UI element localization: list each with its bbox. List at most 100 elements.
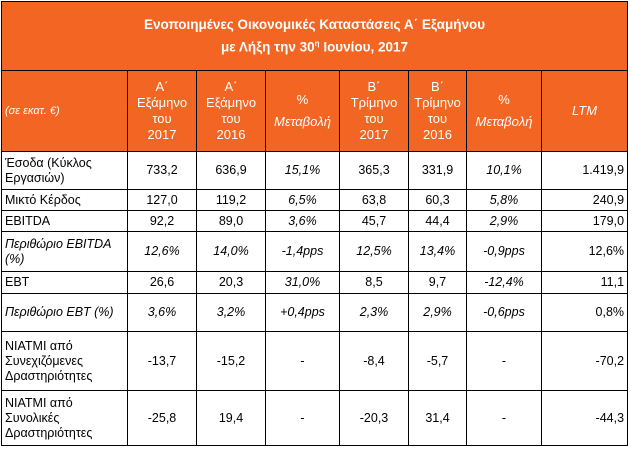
cell-value: 365,3 [339,151,409,190]
col-header-h1-2017: Α΄ Εξάμηνο του 2017 [127,70,197,152]
table-row: EBITDA 92,2 89,0 3,6% 45,7 44,4 2,9% 179… [1,210,628,232]
cell-value: 12,6% [540,231,628,272]
cell-value: -70,2 [540,331,628,391]
cell-value: 13,4% [408,231,467,272]
cell-value: 15,1% [265,151,340,190]
cell-value: -1,4pps [265,231,340,272]
units-label: (σε εκατ. €) [1,70,128,152]
col-header-line: του [427,111,448,126]
cell-value: 11,1 [540,271,628,294]
cell-value: -0,9pps [466,231,542,272]
cell-value: 44,4 [408,210,467,232]
cell-value: 2,9% [408,293,467,332]
col-header-line: Τρίμηνο [414,95,461,110]
col-header-line: % [498,92,510,107]
col-header-q2-2017: Β΄ Τρίμηνο του 2017 [339,70,409,152]
col-header-line: 2017 [359,127,389,142]
col-header-line: του [221,111,241,126]
col-header-line: 2017 [147,127,177,142]
cell-value: 10,1% [466,151,542,190]
col-header-line: Εξάμηνο [136,95,188,110]
cell-value: 3,6% [127,293,197,332]
col-header-line: 2016 [216,127,246,142]
title-line-1: Ενοποιημένες Οικονομικές Καταστάσεις Α΄ … [143,17,486,33]
row-label: EBT [1,271,128,294]
cell-value: 331,9 [408,151,467,190]
cell-value: +0,4pps [265,293,340,332]
cell-value: 179,0 [540,210,628,232]
row-label: Περιθώριο EBITDA (%) [1,231,128,272]
cell-value: 26,6 [127,271,197,294]
row-label: Μικτό Κέρδος [1,189,128,211]
table-title-row: Ενοποιημένες Οικονομικές Καταστάσεις Α΄ … [0,1,628,71]
cell-value: -13,7 [127,331,197,391]
title-superscript: η [314,39,320,49]
table-row: Έσοδα (Κύκλος Εργασιών) 733,2 636,9 15,1… [1,151,628,190]
cell-value: 12,6% [127,231,197,272]
title-line-2-pre: με Λήξη την 30 [220,39,315,55]
cell-value: 63,8 [339,189,409,211]
col-header-ltm: LTM [540,70,628,152]
col-header-q2-change: % Μεταβολή [466,70,542,152]
cell-value: 2,9% [466,210,542,232]
column-header-row: (σε εκατ. €) Α΄ Εξάμηνο του 2017 Α΄ Εξάμ… [1,70,628,152]
cell-value: 3,2% [196,293,266,332]
col-header-line: Εξάμηνο [205,95,257,110]
cell-value: 5,8% [466,189,542,211]
cell-value: - [265,390,340,446]
col-header-line: του [152,111,172,126]
cell-value: 2,3% [339,293,409,332]
cell-value: 14,0% [196,231,266,272]
cell-value: 89,0 [196,210,266,232]
cell-value: 0,8% [540,293,628,332]
col-header-line: Μεταβολή [475,114,533,129]
cell-value: -0,6pps [466,293,542,332]
cell-value: 6,5% [265,189,340,211]
col-header-line: του [364,111,384,126]
cell-value: 20,3 [196,271,266,294]
table-row: Περιθώριο EBT (%) 3,6% 3,2% +0,4pps 2,3%… [1,293,628,332]
cell-value: 1.419,9 [540,151,628,190]
cell-value: -8,4 [339,331,409,391]
row-label: ΝΙΑΤΜΙ από Συνολικές Δραστηριότητες [1,390,128,446]
row-label: Περιθώριο EBT (%) [1,293,128,332]
cell-value: -15,2 [196,331,266,391]
col-header-line: Μεταβολή [274,114,331,129]
cell-value: 3,6% [265,210,340,232]
cell-value: 240,9 [540,189,628,211]
col-header-line: % [296,92,309,107]
col-header-q2-2016: Β΄ Τρίμηνο του 2016 [408,70,467,152]
row-label: Έσοδα (Κύκλος Εργασιών) [1,151,128,190]
table-row: Μικτό Κέρδος 127,0 119,2 6,5% 63,8 60,3 … [1,189,628,211]
table-row: Περιθώριο EBITDA (%) 12,6% 14,0% -1,4pps… [1,231,628,272]
col-header-line: Τρίμηνο [350,95,398,110]
table-row: EBT 26,6 20,3 31,0% 8,5 9,7 -12,4% 11,1 [1,271,628,294]
col-header-line: 2016 [423,127,452,142]
col-header-line: Β΄ [367,79,381,94]
table-title: Ενοποιημένες Οικονομικές Καταστάσεις Α΄ … [0,1,628,71]
cell-value: -20,3 [339,390,409,446]
cell-value: 31,4 [408,390,467,446]
financial-statements-table: Ενοποιημένες Οικονομικές Καταστάσεις Α΄ … [0,1,628,446]
cell-value: -44,3 [540,390,628,446]
cell-value: 12,5% [339,231,409,272]
row-label: EBITDA [1,210,128,232]
table-row: ΝΙΑΤΜΙ από Συνολικές Δραστηριότητες -25,… [1,390,628,446]
col-header-line: Α΄ [224,79,238,94]
title-line-2: με Λήξη την 30η Ιουνίου, 2017 [5,34,624,57]
title-line-2-post: Ιουνίου, 2017 [319,39,409,55]
cell-value: 733,2 [127,151,197,190]
cell-value: 92,2 [127,210,197,232]
table-row: ΝΙΑΤΜΙ από Συνεχιζόμενες Δραστηριότητες … [1,331,628,391]
cell-value: - [466,331,542,391]
cell-value: 9,7 [408,271,467,294]
cell-value: 60,3 [408,189,467,211]
cell-value: -25,8 [127,390,197,446]
cell-value: 636,9 [196,151,266,190]
cell-value: 45,7 [339,210,409,232]
cell-value: - [466,390,542,446]
cell-value: -5,7 [408,331,467,391]
col-header-line: Α΄ [155,79,169,94]
col-header-h1-change: % Μεταβολή [265,70,340,152]
row-label: ΝΙΑΤΜΙ από Συνεχιζόμενες Δραστηριότητες [1,331,128,391]
